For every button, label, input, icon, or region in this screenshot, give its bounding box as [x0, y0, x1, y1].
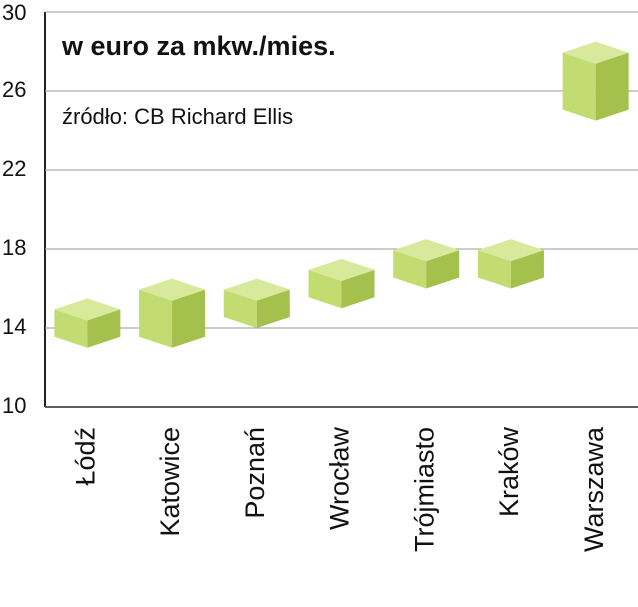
x-tick-label: Łódź [70, 427, 100, 486]
cube [393, 239, 460, 289]
cube [308, 258, 375, 309]
x-tick-label: Trójmiasto [409, 427, 439, 552]
x-tick-label: Wrocław [325, 427, 355, 531]
cube-right [595, 52, 629, 121]
chart-subtitle: źródło: CB Richard Ellis [62, 104, 293, 129]
cube-right [256, 289, 290, 328]
cube-right [172, 289, 206, 348]
y-tick-label: 26 [2, 77, 26, 102]
y-tick-label: 14 [2, 314, 26, 339]
y-tick-label: 18 [2, 235, 26, 260]
x-tick-label: Poznań [240, 427, 270, 519]
chart-title: w euro za mkw./mies. [61, 31, 336, 61]
cube-left [477, 250, 511, 289]
cube-left [562, 52, 596, 121]
cube [477, 239, 544, 289]
cube-left [393, 250, 427, 289]
y-tick-label: 22 [2, 156, 26, 181]
cube-top [139, 278, 206, 301]
x-tick-label: Katowice [155, 427, 185, 537]
cube-top [477, 239, 544, 262]
marks [54, 41, 629, 348]
y-tick-label: 10 [2, 393, 26, 418]
cube-left [308, 269, 342, 309]
cube [562, 41, 629, 121]
cube-right [341, 269, 375, 309]
cube-right [510, 250, 544, 289]
cube-right [426, 250, 460, 289]
cube-left [223, 289, 257, 328]
cube-top [562, 41, 629, 64]
cube-top [54, 298, 121, 321]
cube-top [308, 258, 375, 281]
cube-left [139, 289, 173, 348]
cube-left [54, 309, 88, 348]
cube [54, 298, 121, 348]
cube [223, 278, 290, 328]
cube-top [223, 278, 290, 301]
cube [139, 278, 206, 348]
cube-top [393, 239, 460, 262]
cube-right [87, 309, 121, 348]
x-tick-label: Kraków [494, 426, 524, 517]
y-tick-label: 30 [2, 0, 26, 25]
x-tick-label: Warszawa [579, 426, 609, 552]
